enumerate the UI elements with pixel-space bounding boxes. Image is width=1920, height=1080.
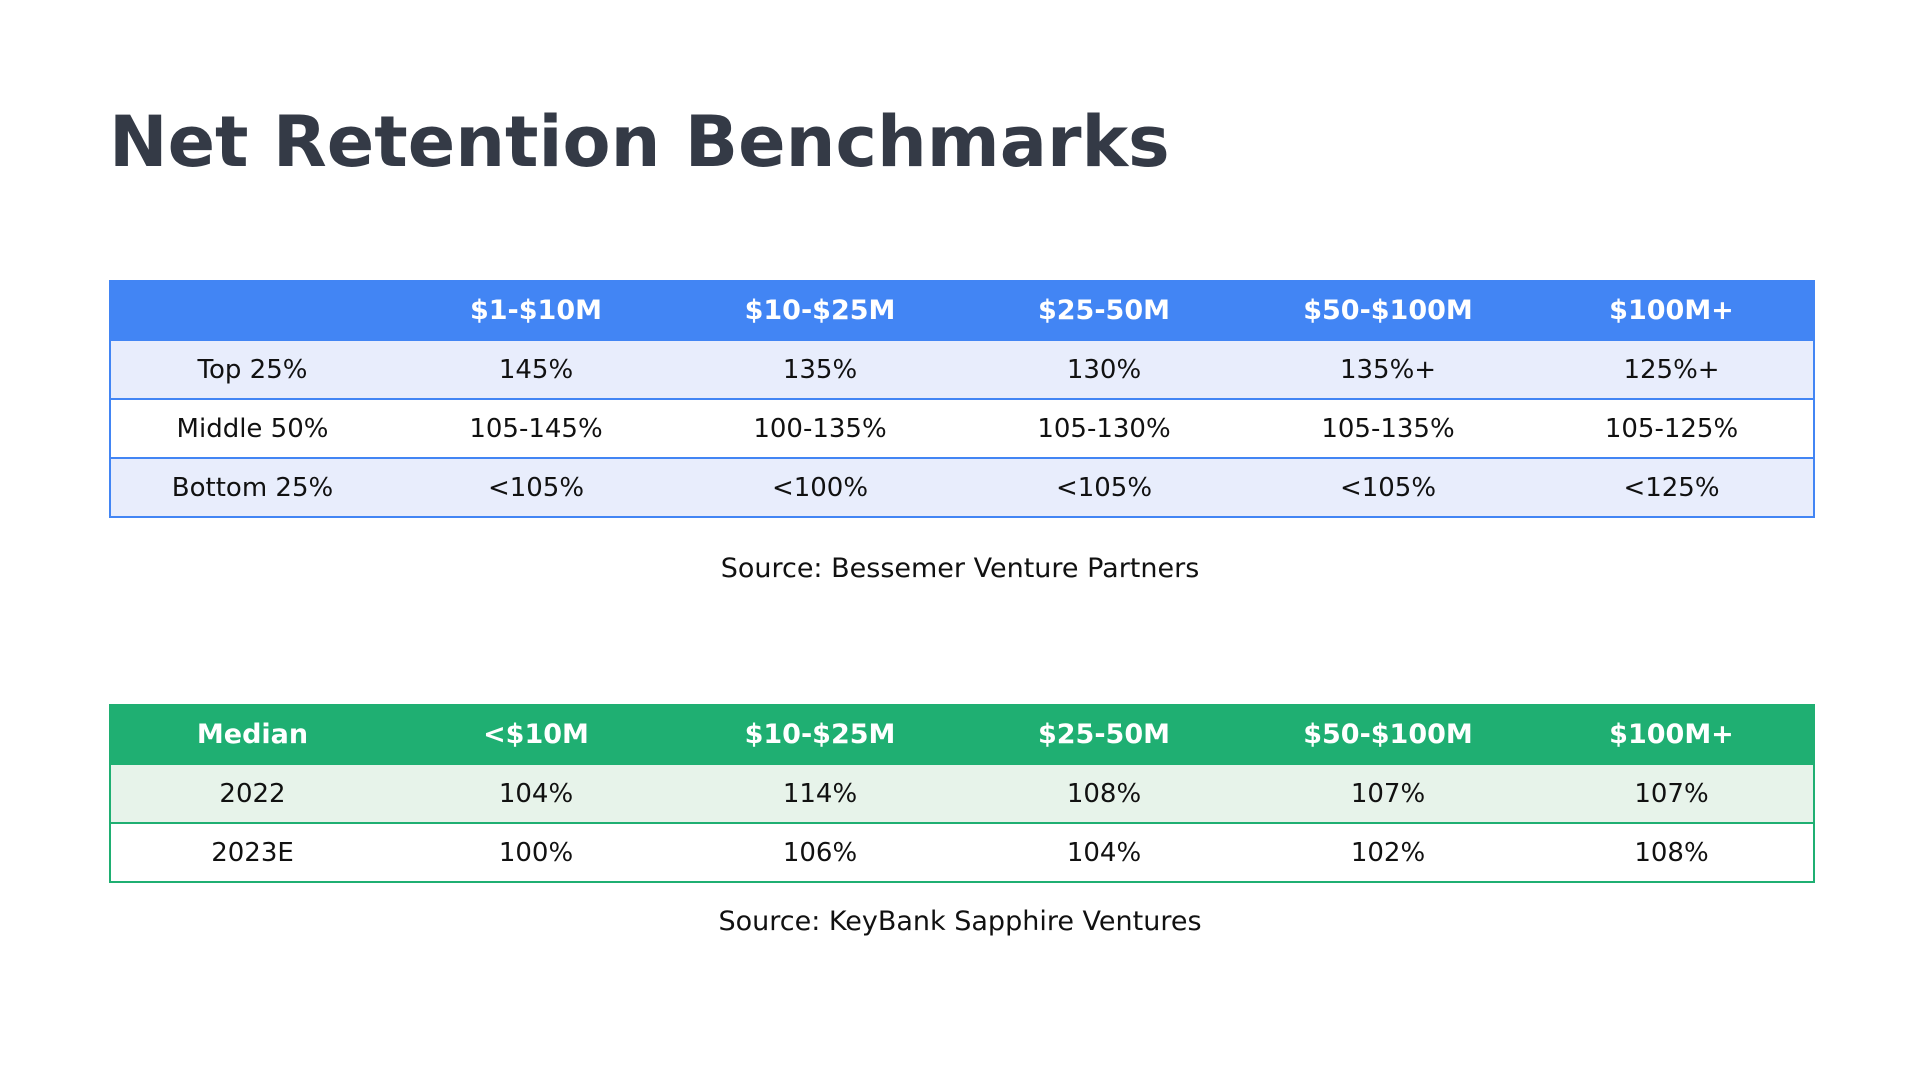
table-cell: 135% bbox=[782, 354, 858, 385]
header-cell-25-50m: $25-50M bbox=[1037, 719, 1170, 750]
header-cell-10-25m: $10-$25M bbox=[744, 719, 896, 750]
table-cell: <105% bbox=[487, 472, 585, 503]
table-cell: 125%+ bbox=[1623, 354, 1720, 385]
header-cell-1-10m: $1-$10M bbox=[469, 295, 602, 326]
row-label: 2023E bbox=[211, 837, 294, 868]
keybank-median-table: Median <$10M $10-$25M $25-50M $50-$100M … bbox=[109, 704, 1815, 883]
table-row-2022: 2022 104% 114% 108% 107% 107% bbox=[110, 764, 1814, 823]
header-cell-25-50m: $25-50M bbox=[1037, 295, 1170, 326]
table-cell: 114% bbox=[782, 778, 858, 809]
table-header-row: $1-$10M $10-$25M $25-50M $50-$100M $100M… bbox=[110, 281, 1814, 340]
header-cell-under-10m: <$10M bbox=[483, 719, 589, 750]
table-row-2023e: 2023E 100% 106% 104% 102% 108% bbox=[110, 823, 1814, 882]
row-label: Bottom 25% bbox=[171, 472, 334, 503]
source-keybank: Source: KeyBank Sapphire Ventures bbox=[718, 906, 1202, 937]
table-cell: 107% bbox=[1634, 778, 1709, 809]
table-cell: <125% bbox=[1623, 472, 1720, 503]
table-cell: 105-125% bbox=[1604, 413, 1739, 444]
table-cell: 105-130% bbox=[1037, 413, 1171, 444]
header-cell-10-25m: $10-$25M bbox=[744, 295, 896, 326]
table-cell: 135%+ bbox=[1339, 354, 1437, 385]
table-cell: 107% bbox=[1350, 778, 1426, 809]
table-row-middle-50: Middle 50% 105-145% 100-135% 105-130% 10… bbox=[110, 399, 1814, 458]
source-bessemer: Source: Bessemer Venture Partners bbox=[720, 553, 1200, 584]
header-cell-100m-plus: $100M+ bbox=[1609, 295, 1734, 326]
table-cell: 106% bbox=[782, 837, 858, 868]
header-cell-100m-plus: $100M+ bbox=[1609, 719, 1734, 750]
header-cell-median: Median bbox=[196, 719, 309, 750]
table-cell: 108% bbox=[1634, 837, 1709, 868]
table-cell: <105% bbox=[1339, 472, 1437, 503]
table-cell: <105% bbox=[1055, 472, 1153, 503]
table-cell: 102% bbox=[1350, 837, 1426, 868]
row-label: Middle 50% bbox=[176, 413, 329, 444]
bessemer-benchmark-table: $1-$10M $10-$25M $25-50M $50-$100M $100M… bbox=[109, 280, 1815, 518]
table-cell: 100-135% bbox=[753, 413, 887, 444]
table-cell: 145% bbox=[498, 354, 574, 385]
header-cell-50-100m: $50-$100M bbox=[1303, 719, 1473, 750]
row-label: Top 25% bbox=[197, 354, 308, 385]
table-row-bottom-25: Bottom 25% <105% <100% <105% <105% <125% bbox=[110, 458, 1814, 517]
page-title: Net Retention Benchmarks bbox=[109, 101, 1170, 183]
table-cell: 108% bbox=[1066, 778, 1142, 809]
table-row-top-25: Top 25% 145% 135% 130% 135%+ 125%+ bbox=[110, 340, 1814, 399]
table-cell: 130% bbox=[1066, 354, 1142, 385]
table-cell: <100% bbox=[771, 472, 869, 503]
table-cell: 105-135% bbox=[1321, 413, 1455, 444]
header-cell-50-100m: $50-$100M bbox=[1303, 295, 1473, 326]
table-cell: 104% bbox=[498, 778, 574, 809]
table-cell: 100% bbox=[498, 837, 574, 868]
table-cell: 104% bbox=[1066, 837, 1142, 868]
table-cell: 105-145% bbox=[469, 413, 603, 444]
header-cell-blank bbox=[110, 281, 394, 340]
table-header-row: Median <$10M $10-$25M $25-50M $50-$100M … bbox=[110, 705, 1814, 764]
row-label: 2022 bbox=[219, 778, 286, 809]
